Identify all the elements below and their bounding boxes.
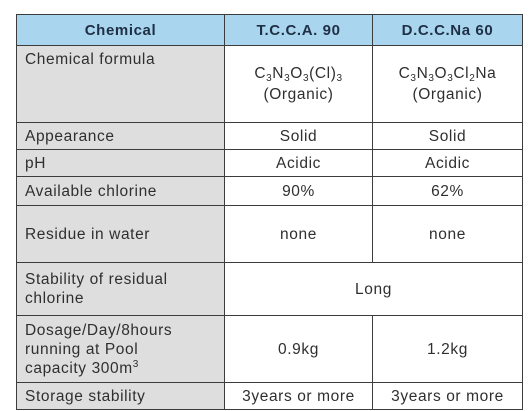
tcca-formula-text: C3N3O3(Cl)3 bbox=[254, 65, 343, 84]
dccna-formula: C3N3O3Cl2Na (Organic) bbox=[372, 45, 523, 123]
header-chemical: Chemical bbox=[16, 14, 225, 46]
tcca-dosage: 0.9kg bbox=[224, 315, 373, 383]
label-stability-line2: chlorine bbox=[25, 290, 85, 307]
dccna-residue: none bbox=[372, 205, 523, 263]
row-dosage: Dosage/Day/8hours running at Pool capaci… bbox=[16, 315, 523, 383]
row-chemical-formula: Chemical formula C3N3O3(Cl)3 (Organic) C… bbox=[16, 45, 523, 123]
row-ph: pH Acidic Acidic bbox=[16, 149, 523, 177]
label-residue-in-water: Residue in water bbox=[16, 205, 225, 263]
chemical-comparison-table: Chemical T.C.C.A. 90 D.C.C.Na 60 Chemica… bbox=[16, 14, 523, 410]
label-dosage-line2: running at Pool bbox=[25, 340, 139, 358]
label-dosage: Dosage/Day/8hours running at Pool capaci… bbox=[16, 315, 225, 383]
dccna-formula-note: (Organic) bbox=[412, 86, 483, 103]
row-residue-in-water: Residue in water none none bbox=[16, 205, 523, 263]
tcca-residue: none bbox=[224, 205, 373, 263]
dccna-dosage: 1.2kg bbox=[372, 315, 523, 383]
stability-value: Long bbox=[224, 262, 523, 316]
tcca-ph: Acidic bbox=[224, 149, 373, 177]
dccna-ph: Acidic bbox=[372, 149, 523, 177]
tcca-formula-note: (Organic) bbox=[263, 86, 334, 103]
tcca-appearance: Solid bbox=[224, 122, 373, 150]
dccna-available-chlorine: 62% bbox=[372, 176, 523, 206]
header-tcca: T.C.C.A. 90 bbox=[224, 14, 373, 46]
label-dosage-line1: Dosage/Day/8hours bbox=[25, 321, 173, 339]
label-dosage-sup: 3 bbox=[132, 358, 139, 370]
label-chemical-formula: Chemical formula bbox=[16, 45, 225, 123]
label-stability-line1: Stability of residual bbox=[25, 271, 168, 288]
label-appearance: Appearance bbox=[16, 122, 225, 150]
dccna-formula-text: C3N3O3Cl2Na bbox=[398, 65, 497, 84]
dccna-storage: 3years or more bbox=[372, 382, 523, 410]
header-dccna: D.C.C.Na 60 bbox=[372, 14, 523, 46]
header-row: Chemical T.C.C.A. 90 D.C.C.Na 60 bbox=[16, 14, 523, 46]
dccna-appearance: Solid bbox=[372, 122, 523, 150]
label-dosage-line3-text: capacity 300m bbox=[25, 359, 133, 377]
label-storage-stability: Storage stability bbox=[16, 382, 225, 410]
row-appearance: Appearance Solid Solid bbox=[16, 122, 523, 150]
label-ph: pH bbox=[16, 149, 225, 177]
label-available-chlorine: Available chlorine bbox=[16, 176, 225, 206]
label-stability-residual-chlorine: Stability of residual chlorine bbox=[16, 262, 225, 316]
tcca-formula: C3N3O3(Cl)3 (Organic) bbox=[224, 45, 373, 123]
row-storage-stability: Storage stability 3years or more 3years … bbox=[16, 382, 523, 410]
row-available-chlorine: Available chlorine 90% 62% bbox=[16, 176, 523, 206]
label-dosage-line3: capacity 300m3 bbox=[25, 359, 216, 378]
tcca-available-chlorine: 90% bbox=[224, 176, 373, 206]
row-stability-residual-chlorine: Stability of residual chlorine Long bbox=[16, 262, 523, 316]
tcca-storage: 3years or more bbox=[224, 382, 373, 410]
